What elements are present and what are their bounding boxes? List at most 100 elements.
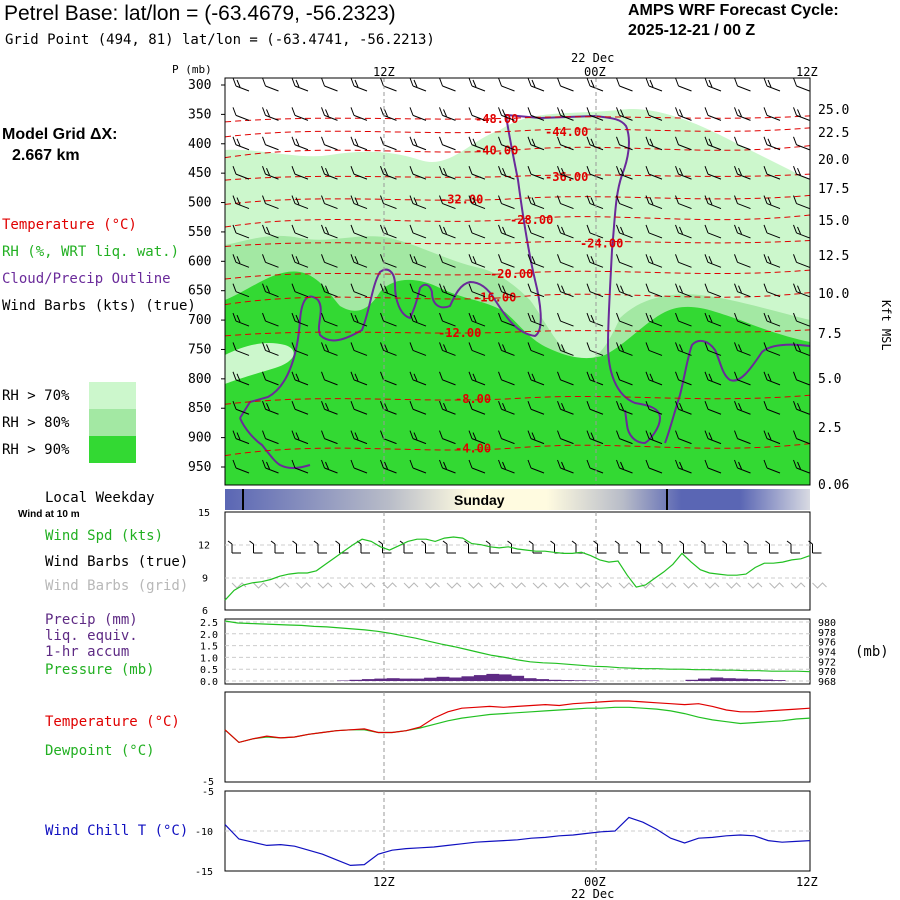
wind-barb xyxy=(527,283,545,298)
legend-pressure: Pressure (mb) xyxy=(45,662,155,678)
wind-barb xyxy=(468,401,486,415)
wind-barb-grid xyxy=(511,582,526,589)
pressure-ticks: 300 350 400 450 500 550 600 650 700 750 800 850 900 9… xyxy=(188,78,225,475)
wind-barb xyxy=(616,195,633,210)
wind-barb xyxy=(734,195,751,210)
wind-barb xyxy=(409,312,427,327)
wind-barb xyxy=(498,254,515,268)
wind-barb xyxy=(763,107,781,121)
wind-barb-grid xyxy=(747,582,763,589)
wind-barb xyxy=(793,342,810,356)
wind-barb xyxy=(645,107,663,121)
wind-barb xyxy=(321,224,338,239)
wind-barb xyxy=(793,254,810,268)
wind-barb xyxy=(321,430,338,445)
height-tick-label: 7.5 xyxy=(818,327,841,342)
wind-barb xyxy=(704,430,722,445)
wind-barb xyxy=(439,195,456,210)
pressure-tick-label: 750 xyxy=(188,342,211,357)
wind-barb xyxy=(380,371,397,386)
wind-barb xyxy=(675,78,692,92)
wind-barb xyxy=(262,371,279,386)
wind-barb-grid xyxy=(597,582,612,589)
wind-barb-grid xyxy=(425,582,440,589)
wind-barb xyxy=(291,342,309,356)
wind-barb xyxy=(409,401,427,415)
wind-barb xyxy=(350,312,368,327)
forecast-cycle-label: AMPS WRF Forecast Cycle: xyxy=(628,2,839,19)
wind-barb-grid xyxy=(532,582,548,589)
time-label-top-12z: 12Z xyxy=(373,65,395,79)
wind-barb xyxy=(763,165,781,180)
pressure-tick-label: 950 xyxy=(188,460,211,475)
wind-barb xyxy=(468,165,486,180)
wind-barb xyxy=(645,136,663,151)
temperature-contour xyxy=(225,214,810,228)
wind-barb xyxy=(557,224,574,239)
page-title: Petrel Base: lat/lon = (-63.4679, -56.23… xyxy=(4,2,396,25)
temperature-contours: -48.00 -44.00 -40.00 -36.00 -32.00 -28.00 -24.… xyxy=(225,112,810,457)
legend-temperature: Temperature (°C) xyxy=(2,217,137,233)
wind-barb xyxy=(291,107,309,121)
wind-barb xyxy=(468,254,486,268)
wind-barb-grid xyxy=(317,582,333,589)
swatch-rh70 xyxy=(89,382,136,409)
wind-barb xyxy=(763,342,781,356)
wind-barb xyxy=(793,430,810,445)
wind-barb xyxy=(262,165,279,180)
wind-barb xyxy=(439,342,456,356)
wind-barb xyxy=(675,136,692,151)
wind-barb xyxy=(439,78,456,92)
wind-barb xyxy=(616,459,633,474)
wind-barb xyxy=(763,254,781,268)
temperature-contour-label: -16.00 xyxy=(473,291,516,305)
precip-bar xyxy=(337,680,350,681)
precip-bar xyxy=(710,677,724,681)
wind-barb xyxy=(734,342,751,356)
wind-barb xyxy=(468,371,486,386)
wind-barb xyxy=(468,283,486,298)
wind-barb xyxy=(763,401,781,415)
wind-barb xyxy=(527,430,545,445)
wind-barb xyxy=(380,136,397,151)
wind-barb-true xyxy=(636,540,650,554)
wind-barb xyxy=(704,78,722,92)
wind-barb xyxy=(409,254,427,268)
wind-barb xyxy=(409,107,427,121)
pressure-axis-label: P (mb) xyxy=(172,63,212,76)
wind-barb xyxy=(439,224,456,239)
wind-barb xyxy=(557,430,574,445)
pressure-tick-label: 800 xyxy=(188,372,211,387)
wind-barb-true xyxy=(485,540,499,554)
legend-rh70: RH > 70% xyxy=(2,388,70,404)
wind-barb xyxy=(616,254,633,268)
wind-barb xyxy=(380,459,397,474)
wind-barb xyxy=(232,371,250,386)
legend-cloud: Cloud/Precip Outline xyxy=(2,271,171,287)
wind-barb xyxy=(498,107,515,121)
wind-barb xyxy=(734,254,751,268)
wind-ytick-label: 6 xyxy=(202,606,208,617)
legend-liq-equiv: liq. equiv. xyxy=(45,628,138,644)
wind-barb xyxy=(232,283,250,298)
pressure-ytick-label: 970 xyxy=(818,667,836,678)
precip-bar xyxy=(561,680,574,681)
wind-barb xyxy=(527,312,545,327)
wind-barb xyxy=(734,78,751,92)
wind-barb-grid xyxy=(575,582,591,589)
precip-bar xyxy=(361,679,375,681)
pressure-tick-label: 400 xyxy=(188,137,211,152)
wind-barb xyxy=(409,224,427,239)
wind-barb xyxy=(291,224,309,239)
precip-bar xyxy=(449,677,462,681)
precip-bar xyxy=(735,678,749,681)
precip-bar xyxy=(523,678,537,681)
wind-barb xyxy=(321,459,338,474)
wind-barb xyxy=(793,107,810,121)
pressure-tick-label: 900 xyxy=(188,431,211,446)
wind-barb xyxy=(645,312,663,327)
temperature-contour xyxy=(225,127,810,138)
cloud-outline-east xyxy=(664,339,810,444)
wind-barb xyxy=(557,195,574,210)
